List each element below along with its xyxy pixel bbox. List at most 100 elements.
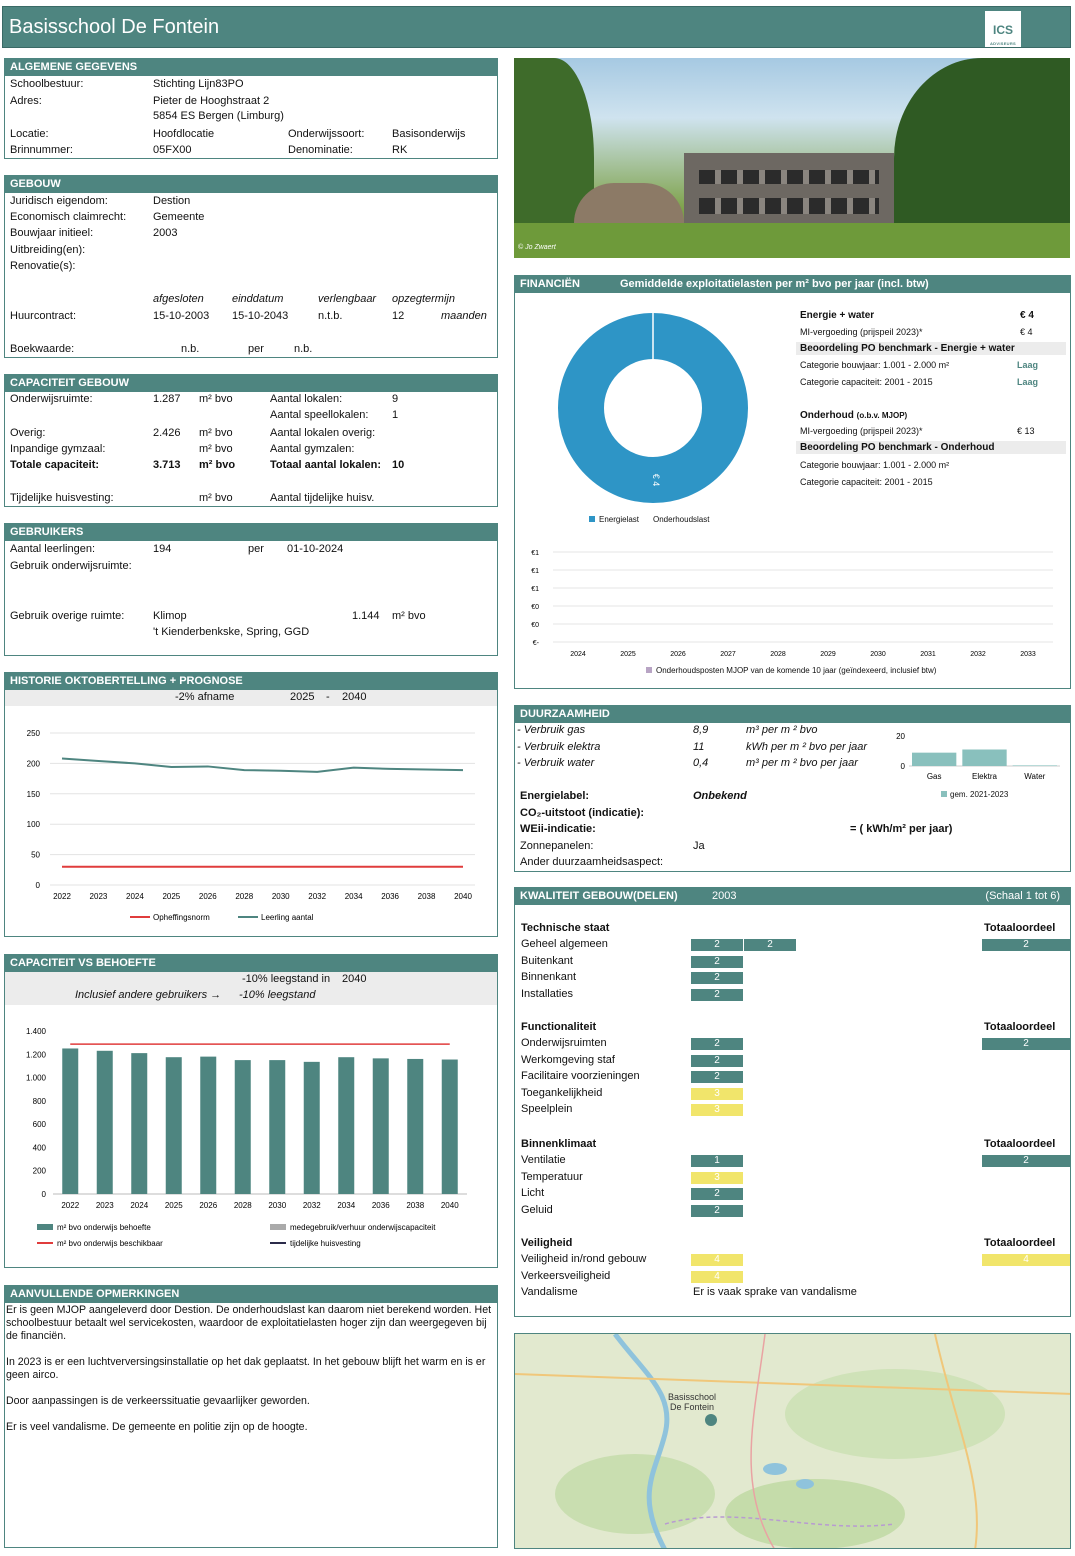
kwaliteit-item-label: Werkomgeving staf	[521, 1053, 615, 1066]
unit: m² bvo	[392, 610, 426, 622]
kwaliteit-group-title: Technische staat	[521, 922, 610, 934]
legend-onderhoud: Onderhoudslast	[643, 515, 709, 524]
section-title: AANVULLENDE OPMERKINGEN	[5, 1286, 497, 1303]
leegstand-label: -10% leegstand in	[242, 973, 331, 985]
section-title: HISTORIE OKTOBERTELLING + PROGNOSE	[5, 673, 497, 690]
label: Adres:	[10, 95, 42, 107]
map-graphic	[515, 1334, 1070, 1548]
water-label: - Verbruik water	[517, 757, 595, 769]
x-tick-label: 2024	[130, 1201, 148, 1210]
section-title: CAPACITEIT VS BEHOEFTE	[5, 955, 497, 972]
x-tick-label: 2032	[970, 651, 986, 658]
totaaloordeel-label: Totaaloordeel	[984, 1021, 1056, 1033]
x-tick-label: 2022	[53, 892, 71, 901]
klimop-m2: 1.144	[352, 610, 380, 622]
x-tick-label: 2040	[454, 892, 472, 901]
gebruikers-section: GEBRUIKERS Aantal leerlingen: 194 per 01…	[4, 523, 498, 656]
gas-value: 8,9	[693, 724, 709, 736]
y-tick-label: €1	[531, 550, 539, 557]
legend-swatch	[37, 1224, 53, 1230]
adres-line-1: Pieter de Hooghstraat 2	[153, 95, 270, 107]
elektra-unit: kWh per m ² bvo per jaar	[746, 741, 868, 753]
kwaliteit-group-title: Functionaliteit	[521, 1021, 597, 1033]
overig-value: 2.426	[153, 427, 181, 439]
x-tick-label: 2027	[720, 651, 736, 658]
section-title: GEBOUW	[5, 176, 497, 193]
mi-label-2: MI-vergoeding (prijspeil 2023)*	[800, 426, 923, 436]
claim-value: Gemeente	[153, 211, 205, 223]
kwaliteit-score: 3	[691, 1087, 743, 1100]
locatie-value: Hoofdlocatie	[153, 128, 215, 140]
x-tick-label: 2026	[670, 651, 686, 658]
label: Overig:	[10, 427, 46, 439]
legend-label: Leerling aantal	[261, 913, 314, 922]
x-tick-label: 2024	[126, 892, 144, 901]
weii-value: = ( kWh/m² per jaar)	[850, 823, 953, 835]
y-tick-label: 150	[27, 790, 41, 799]
kwaliteit-item-label: Veiligheid in/rond gebouw	[521, 1253, 647, 1265]
einddatum-value: 15-10-2043	[232, 310, 289, 322]
x-tick-label: 2025	[620, 651, 636, 658]
unit: m² bvo	[199, 443, 233, 455]
legend-swatch	[270, 1224, 286, 1230]
categorie-capaciteit-2: Categorie capaciteit: 2001 - 2015	[800, 477, 933, 487]
leegstand-2: -10% leegstand	[239, 989, 316, 1001]
capaciteit-section: CAPACITEIT GEBOUW Onderwijsruimte: 1.287…	[4, 374, 498, 507]
legend-label: Opheffingsnorm	[153, 913, 210, 922]
unit: m² bvo	[199, 459, 236, 471]
kwaliteit-score: 1	[691, 1155, 743, 1167]
kwaliteit-remark: Er is vaak sprake van vandalisme	[693, 1286, 857, 1298]
windows-lower	[699, 198, 879, 214]
series-line-1	[61, 757, 464, 773]
kwaliteit-section: KWALITEIT GEBOUW(DELEN) 2003 (Schaal 1 tot…	[514, 887, 1071, 1317]
x-tick-label: Elektra	[972, 772, 997, 781]
x-tick-label: 2031	[920, 651, 936, 658]
algemene-gegevens-section: ALGEMENE GEGEVENS Schoolbestuur: Stichti…	[4, 58, 498, 159]
legend-label: medegebruik/verhuur onderwijscapaciteit	[290, 1223, 436, 1232]
section-title: CAPACITEIT GEBOUW	[5, 375, 497, 392]
y-tick-label: 100	[27, 820, 41, 829]
y-tick-label: €1	[531, 568, 539, 575]
page-header: Basisschool De Fontein ICS ADVISEURS	[2, 6, 1071, 48]
label: Onderwijsruimte:	[10, 393, 93, 405]
building-curve	[574, 183, 684, 228]
kwaliteit-item-label: Temperatuur	[521, 1170, 583, 1183]
y-tick-label: 250	[27, 729, 41, 738]
x-tick-label: 2030	[272, 892, 290, 901]
bar	[269, 1060, 286, 1194]
label: Aantal tijdelijke huisv.	[270, 492, 375, 504]
y-tick-label: 200	[33, 1167, 47, 1176]
y-tick-label: €0	[531, 622, 539, 629]
x-tick-label: 2030	[870, 651, 886, 658]
onderwijssoort-value: Basisonderwijs	[392, 128, 466, 140]
afgesloten-value: 15-10-2003	[153, 310, 210, 322]
kwaliteit-item-label: Binnenkant	[521, 971, 577, 983]
x-tick-label: Water	[1024, 772, 1045, 781]
historie-info-bar: -2% afname 2025 - 2040	[5, 690, 497, 706]
zonnepanelen-value: Ja	[693, 840, 705, 852]
logo-sub: ADVISEURS	[989, 41, 1017, 46]
donut-chart: € 4	[558, 310, 748, 503]
bar	[962, 749, 1007, 766]
capvsb-section: CAPACITEIT VS BEHOEFTE -10% leegstand in…	[4, 954, 498, 1268]
boekwaarde-date: n.b.	[294, 343, 313, 355]
bar	[338, 1057, 355, 1194]
x-tick-label: 2033	[1020, 651, 1036, 658]
kwaliteit-score: 4	[691, 1254, 743, 1266]
boekwaarde-value: n.b.	[181, 343, 200, 355]
label: Gebruik onderwijsruimte:	[10, 560, 132, 572]
x-tick-label: 2023	[96, 1201, 114, 1210]
section-title: ALGEMENE GEGEVENS	[5, 59, 497, 76]
kwaliteit-score: 3	[691, 1104, 743, 1116]
label: Tijdelijke huisvesting:	[10, 492, 114, 504]
financien-title: FINANCIËN	[520, 278, 580, 290]
section-title: KWALITEIT GEBOUW(DELEN) 2003 (Schaal 1 tot…	[515, 888, 1070, 905]
opmerkingen-section: AANVULLENDE OPMERKINGEN Er is geen MJOP …	[4, 1285, 498, 1548]
y-tick-label: 1.000	[26, 1074, 47, 1083]
bar	[165, 1057, 182, 1194]
zonnepanelen-label: Zonnepanelen:	[520, 840, 594, 852]
leegstand-year: 2040	[342, 973, 367, 985]
kwaliteit-schaal: (Schaal 1 tot 6)	[985, 890, 1060, 902]
x-tick-label: 2025	[162, 892, 180, 901]
x-tick-label: 2036	[381, 892, 399, 901]
